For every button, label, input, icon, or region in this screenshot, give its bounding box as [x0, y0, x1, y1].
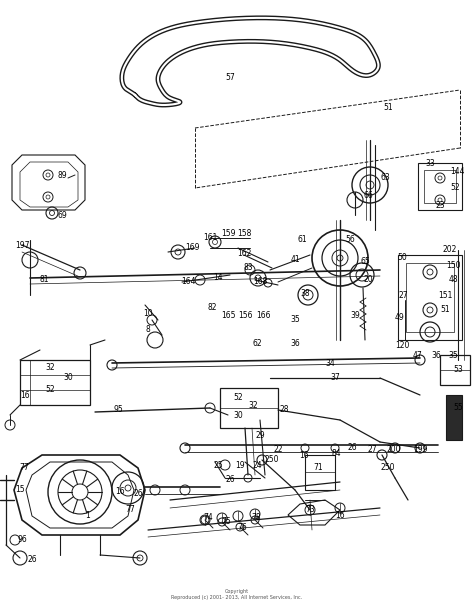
Text: 37: 37 — [330, 373, 340, 383]
Text: 158: 158 — [237, 229, 251, 237]
Text: 168: 168 — [253, 277, 267, 287]
Text: 95: 95 — [113, 405, 123, 415]
Text: 22: 22 — [273, 445, 283, 454]
Text: 27: 27 — [367, 445, 377, 454]
Text: 16: 16 — [335, 512, 345, 520]
Text: 120: 120 — [395, 341, 409, 351]
Text: 55: 55 — [453, 403, 463, 413]
Text: 166: 166 — [256, 312, 270, 320]
Text: 52: 52 — [450, 183, 460, 192]
Text: 96: 96 — [17, 536, 27, 544]
Text: 19: 19 — [235, 461, 245, 469]
Text: 63: 63 — [380, 173, 390, 183]
Text: 50: 50 — [397, 253, 407, 263]
Text: 47: 47 — [413, 351, 423, 360]
Text: 35: 35 — [290, 315, 300, 325]
Text: 82: 82 — [207, 303, 217, 312]
Text: 48: 48 — [448, 276, 458, 285]
Text: 65: 65 — [360, 258, 370, 266]
Text: 84: 84 — [331, 448, 341, 458]
Text: 71: 71 — [313, 464, 323, 472]
Text: 161: 161 — [203, 234, 217, 242]
Text: 83: 83 — [243, 263, 253, 272]
Text: 78: 78 — [251, 512, 261, 522]
Text: 39: 39 — [350, 312, 360, 320]
Text: 34: 34 — [325, 360, 335, 368]
Text: 20: 20 — [363, 276, 373, 285]
Text: 32: 32 — [248, 402, 258, 410]
Text: 28: 28 — [279, 405, 289, 415]
Text: 89: 89 — [57, 170, 67, 180]
Text: 49: 49 — [395, 314, 405, 322]
Text: 26: 26 — [133, 490, 143, 499]
Text: 69: 69 — [57, 210, 67, 220]
Text: 77: 77 — [19, 464, 29, 472]
Text: 61: 61 — [297, 236, 307, 245]
Text: 38: 38 — [300, 288, 310, 298]
Text: 41: 41 — [290, 255, 300, 264]
Text: 200: 200 — [387, 445, 401, 454]
Text: 150: 150 — [446, 261, 460, 269]
Text: Copyright
Reproduced (c) 2001- 2013, All Internet Services, Inc.: Copyright Reproduced (c) 2001- 2013, All… — [172, 589, 302, 600]
Text: 25: 25 — [213, 461, 223, 469]
Text: 29: 29 — [255, 430, 265, 440]
Text: 202: 202 — [443, 245, 457, 255]
Text: 33: 33 — [425, 159, 435, 169]
Text: 73: 73 — [305, 506, 315, 515]
Text: 250: 250 — [265, 456, 279, 464]
Text: 250: 250 — [381, 464, 395, 472]
Text: 53: 53 — [453, 365, 463, 375]
Text: 75: 75 — [221, 517, 231, 525]
Bar — [446, 395, 462, 440]
Text: 52: 52 — [45, 386, 55, 394]
Text: 151: 151 — [438, 292, 452, 301]
Text: 32: 32 — [45, 363, 55, 373]
Text: 26: 26 — [27, 555, 37, 565]
Text: 27: 27 — [398, 292, 408, 301]
Text: 197: 197 — [15, 240, 29, 250]
Text: 159: 159 — [221, 229, 235, 237]
Text: 164: 164 — [181, 277, 195, 287]
Text: 162: 162 — [237, 248, 251, 258]
Text: 1: 1 — [86, 510, 91, 520]
Text: 14: 14 — [213, 274, 223, 282]
Text: 23: 23 — [435, 200, 445, 210]
Text: 51: 51 — [440, 306, 450, 314]
Text: 66: 66 — [363, 191, 373, 200]
Text: 36: 36 — [431, 351, 441, 360]
Text: 15: 15 — [15, 485, 25, 494]
Text: 51: 51 — [383, 103, 393, 113]
Text: 16: 16 — [299, 451, 309, 459]
Text: 56: 56 — [345, 236, 355, 245]
Text: 24: 24 — [252, 461, 262, 469]
Text: 35: 35 — [448, 351, 458, 360]
Text: 10: 10 — [143, 309, 153, 317]
Text: 165: 165 — [221, 312, 235, 320]
Text: 36: 36 — [290, 338, 300, 347]
Text: 30: 30 — [63, 373, 73, 383]
Text: 30: 30 — [233, 411, 243, 421]
Text: 62: 62 — [252, 338, 262, 347]
Text: 26: 26 — [347, 443, 357, 453]
Text: 156: 156 — [238, 312, 252, 320]
Text: 199: 199 — [413, 445, 427, 454]
Text: 16: 16 — [20, 391, 30, 400]
Text: 57: 57 — [225, 74, 235, 82]
Text: 77: 77 — [125, 506, 135, 515]
Text: 8: 8 — [146, 325, 150, 335]
Text: 26: 26 — [225, 475, 235, 485]
Text: 16: 16 — [115, 488, 125, 496]
Text: 144: 144 — [450, 167, 464, 177]
Text: 169: 169 — [185, 244, 199, 253]
Text: 81: 81 — [39, 276, 49, 285]
Text: 74: 74 — [203, 512, 213, 522]
Text: 52: 52 — [233, 394, 243, 402]
Text: 76: 76 — [237, 523, 247, 531]
